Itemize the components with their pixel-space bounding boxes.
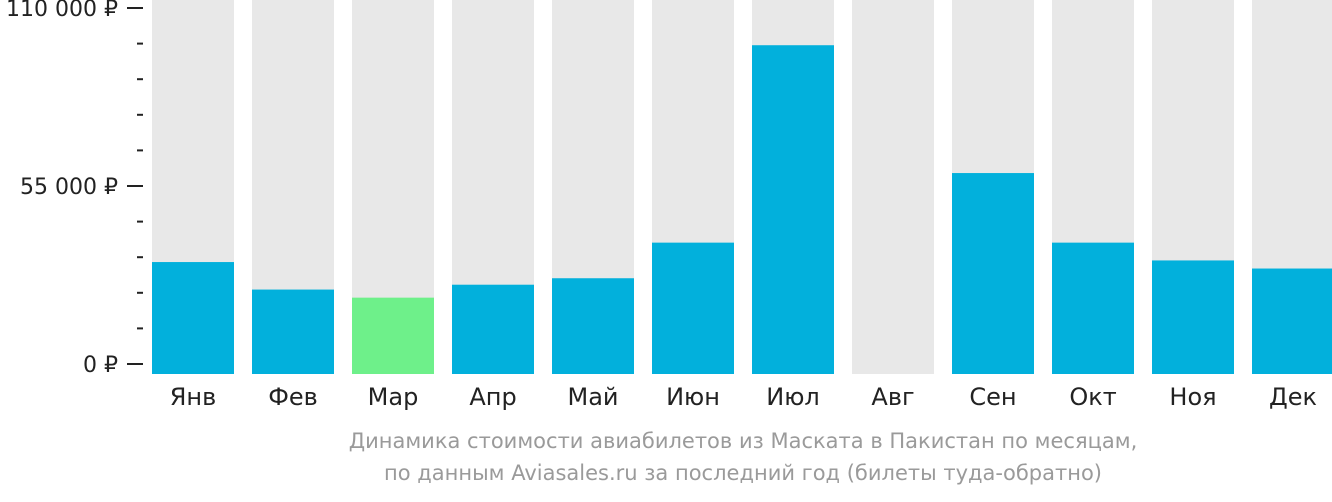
y-tick-label: 0 ₽ — [83, 353, 118, 378]
x-tick-label: Ноя — [1169, 383, 1216, 411]
bar-12[interactable] — [1252, 268, 1332, 374]
y-tick-label: 110 000 ₽ — [6, 0, 118, 22]
x-tick-label: Фев — [268, 383, 318, 411]
x-tick-label: Июн — [666, 383, 720, 411]
price-chart: 110 000 ₽ 55 000 ₽ 0 ₽ Янв Фев Мар Апр Май Июн И… — [6, 0, 1332, 411]
x-tick-label: Окт — [1069, 383, 1116, 411]
x-tick-label: Сен — [969, 383, 1016, 411]
x-tick-label: Май — [567, 383, 618, 411]
bar-6[interactable] — [652, 242, 734, 374]
x-tick-label: Апр — [469, 383, 516, 411]
bar-3[interactable] — [352, 297, 434, 374]
x-tick-label: Мар — [368, 383, 419, 411]
bar-7[interactable] — [752, 45, 834, 375]
bar-2[interactable] — [252, 289, 334, 374]
x-tick-label: Янв — [170, 383, 217, 411]
x-axis-labels: Янв Фев Мар Апр Май Июн Июл Авг Сен Окт Ноя Дек — [170, 383, 1317, 411]
bar-10[interactable] — [1052, 242, 1134, 374]
bar-background-8 — [852, 0, 934, 374]
bar-5[interactable] — [552, 278, 634, 374]
chart-caption: Динамика стоимости авиабилетов из Маскат… — [0, 425, 1332, 489]
bars — [152, 45, 1332, 375]
bar-4[interactable] — [452, 284, 534, 374]
x-tick-label: Дек — [1269, 383, 1317, 411]
x-tick-label: Июл — [766, 383, 820, 411]
bar-9[interactable] — [952, 173, 1034, 374]
caption-line-2: по данным Aviasales.ru за последний год … — [384, 461, 1102, 485]
caption-line-1: Динамика стоимости авиабилетов из Маскат… — [348, 429, 1138, 453]
bar-11[interactable] — [1152, 260, 1234, 374]
x-tick-label: Авг — [871, 383, 914, 411]
y-axis: 110 000 ₽ 55 000 ₽ 0 ₽ — [6, 0, 143, 378]
y-tick-label: 55 000 ₽ — [20, 175, 118, 200]
bar-1[interactable] — [152, 262, 234, 374]
